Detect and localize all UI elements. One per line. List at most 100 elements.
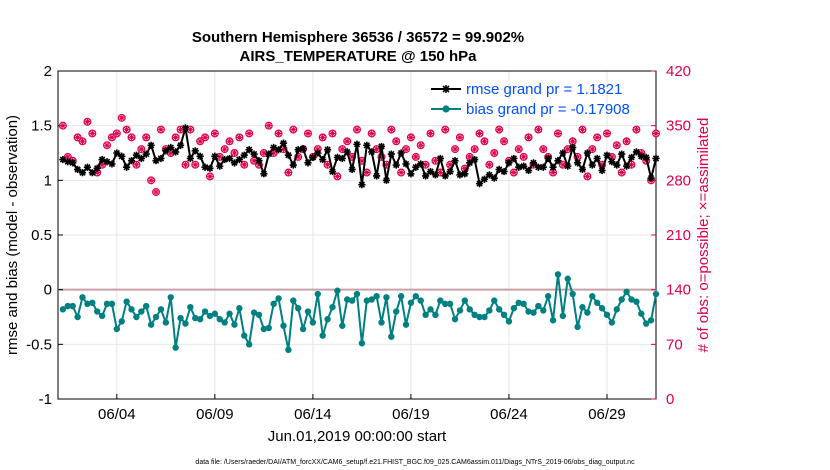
obs-count-marker — [490, 148, 499, 158]
rmse-point — [314, 149, 322, 157]
rmse-point-star — [299, 145, 307, 153]
obs-assimilated-point — [407, 134, 414, 141]
obs-assimilated-point — [383, 161, 390, 168]
y2-tick-label: 350 — [666, 118, 691, 135]
bias-point — [265, 324, 272, 332]
obs-possible-point — [593, 133, 602, 142]
obs-assimilated-point — [594, 134, 601, 141]
obs-possible-point — [539, 145, 548, 154]
y2-tick-label: 0 — [666, 391, 674, 408]
obs-possible-point — [612, 141, 621, 150]
obs-possible-point — [284, 168, 293, 177]
rmse-point — [245, 146, 253, 154]
obs-assimilated-point — [128, 134, 135, 141]
obs-possible-point — [500, 137, 509, 146]
obs-possible-point — [103, 141, 112, 150]
rmse-point — [201, 163, 209, 171]
rmse-point-star — [475, 180, 484, 188]
bias-point — [206, 312, 214, 320]
rmse-point — [637, 152, 645, 160]
bias-point — [147, 321, 155, 328]
obs-possible-point — [156, 125, 165, 134]
bias-point — [500, 311, 508, 319]
bias-point — [397, 293, 405, 300]
rmse-point — [186, 154, 194, 163]
obs-possible-point — [274, 129, 283, 138]
rmse-point — [137, 154, 145, 163]
rmse-point-star — [485, 171, 493, 179]
rmse-point-star — [284, 151, 292, 159]
obs-possible-point — [210, 129, 219, 138]
bias-point — [446, 300, 454, 308]
obs-assimilated-point — [437, 169, 444, 176]
bias-point — [486, 307, 493, 314]
rmse-point — [319, 155, 327, 164]
rmse-point-star — [78, 169, 87, 177]
obs-count-marker — [58, 121, 67, 130]
rmse-point-star — [309, 153, 317, 161]
obs-possible-point — [651, 129, 661, 138]
obs-assimilated-point — [515, 146, 522, 153]
obs-count-marker — [328, 129, 337, 138]
rmse-point-star — [539, 163, 547, 171]
rmse-point-star — [88, 169, 96, 177]
rmse-point-star — [274, 146, 283, 154]
obs-assimilated-point — [471, 146, 478, 153]
obs-count-marker — [147, 176, 156, 185]
obs-possible-point — [485, 160, 494, 169]
bias-point — [505, 318, 513, 325]
obs-count-marker — [152, 188, 161, 197]
rmse-point-star — [618, 150, 626, 158]
obs-assimilated-point — [378, 153, 385, 160]
rmse-point-star — [402, 160, 410, 168]
rmse-point — [510, 154, 518, 163]
obs-count-marker — [588, 145, 597, 154]
obs-count-marker — [78, 137, 87, 146]
obs-assimilated-point — [295, 153, 302, 160]
obs-assimilated-point — [373, 146, 380, 153]
obs-possible-point — [519, 152, 528, 161]
obs-assimilated-point — [59, 122, 66, 129]
obs-count-marker — [583, 172, 592, 181]
bias-point — [343, 296, 351, 303]
obs-assimilated-point — [275, 130, 282, 137]
rmse-point — [368, 148, 376, 156]
legend-rmse-marker — [442, 85, 450, 93]
rmse-point — [235, 155, 243, 164]
obs-assimilated-point — [599, 161, 606, 168]
rmse-point-star — [613, 161, 621, 169]
obs-possible-point — [343, 137, 352, 146]
rmse-line — [62, 127, 657, 186]
rmse-point-star — [123, 163, 131, 171]
obs-count-marker — [259, 148, 268, 158]
legend-bias-marker — [442, 105, 450, 113]
rmse-point — [304, 159, 312, 167]
rmse-point-star — [387, 150, 395, 158]
obs-assimilated-point — [192, 161, 199, 168]
obs-possible-point — [602, 129, 611, 138]
bias-point — [201, 308, 209, 315]
rmse-point — [431, 171, 440, 179]
obs-assimilated-point — [319, 134, 326, 141]
bias-point — [417, 297, 424, 304]
bias-point — [162, 319, 170, 326]
rmse-point — [309, 153, 317, 161]
obs-assimilated-point — [153, 189, 160, 196]
obs-possible-point — [377, 152, 386, 161]
obs-assimilated-point — [349, 153, 356, 160]
obs-possible-point — [475, 129, 484, 138]
bias-point — [241, 332, 248, 339]
bias-point — [133, 313, 140, 321]
obs-possible-point — [122, 125, 131, 134]
y-tick-label: 1.5 — [31, 118, 52, 135]
obs-count-marker — [142, 133, 151, 142]
obs-assimilated-point — [143, 134, 150, 141]
rmse-point-star — [373, 172, 381, 180]
rmse-point-star — [534, 163, 542, 171]
bias-point — [304, 308, 312, 315]
rmse-point — [216, 162, 224, 170]
bias-point — [495, 306, 503, 313]
rmse-point — [426, 167, 435, 176]
x-tick-label: 06/09 — [196, 406, 234, 423]
legend-rmse-label: rmse grand pr = 1.1821 — [466, 81, 622, 98]
